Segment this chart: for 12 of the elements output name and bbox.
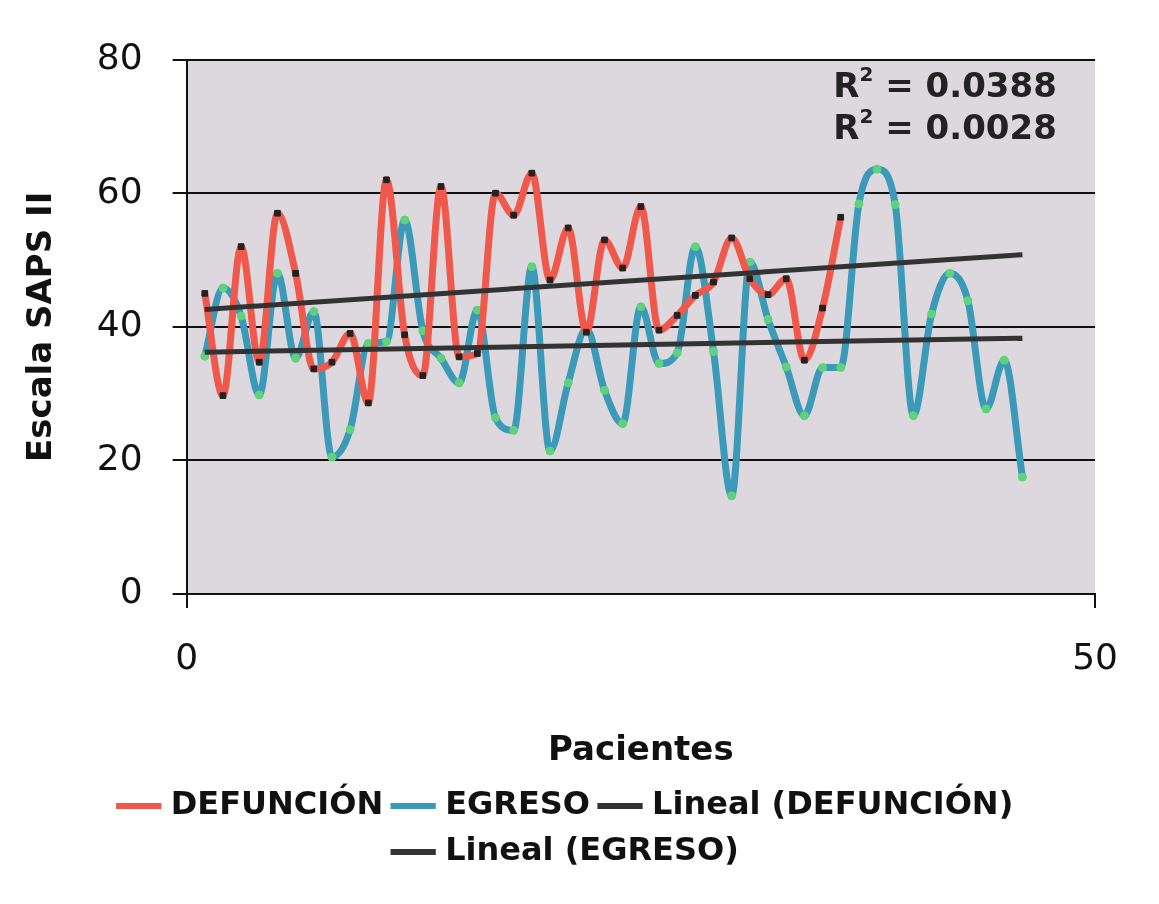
y-axis-title: Escala SAPS II [19, 191, 60, 462]
legend-label: Lineal (EGRESO) [445, 830, 739, 869]
legend-label: DEFUNCIÓN [170, 783, 384, 823]
y-tick-label: 80 [96, 35, 143, 77]
legend-label: Lineal (DEFUNCIÓN) [652, 783, 1014, 823]
y-tick-label: 20 [96, 436, 143, 478]
x-axis-title: Pacientes [548, 728, 734, 769]
y-tick-label: 0 [119, 570, 143, 612]
x-tick-label: 50 [1072, 635, 1118, 677]
y-tick-label: 60 [96, 169, 143, 211]
y-tick-label: 40 [96, 303, 143, 345]
legend-label: EGRESO [445, 784, 591, 823]
